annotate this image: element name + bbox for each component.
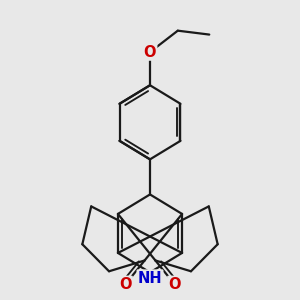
Text: O: O: [119, 277, 132, 292]
Text: O: O: [144, 45, 156, 60]
Text: NH: NH: [138, 271, 162, 286]
Text: O: O: [168, 277, 181, 292]
